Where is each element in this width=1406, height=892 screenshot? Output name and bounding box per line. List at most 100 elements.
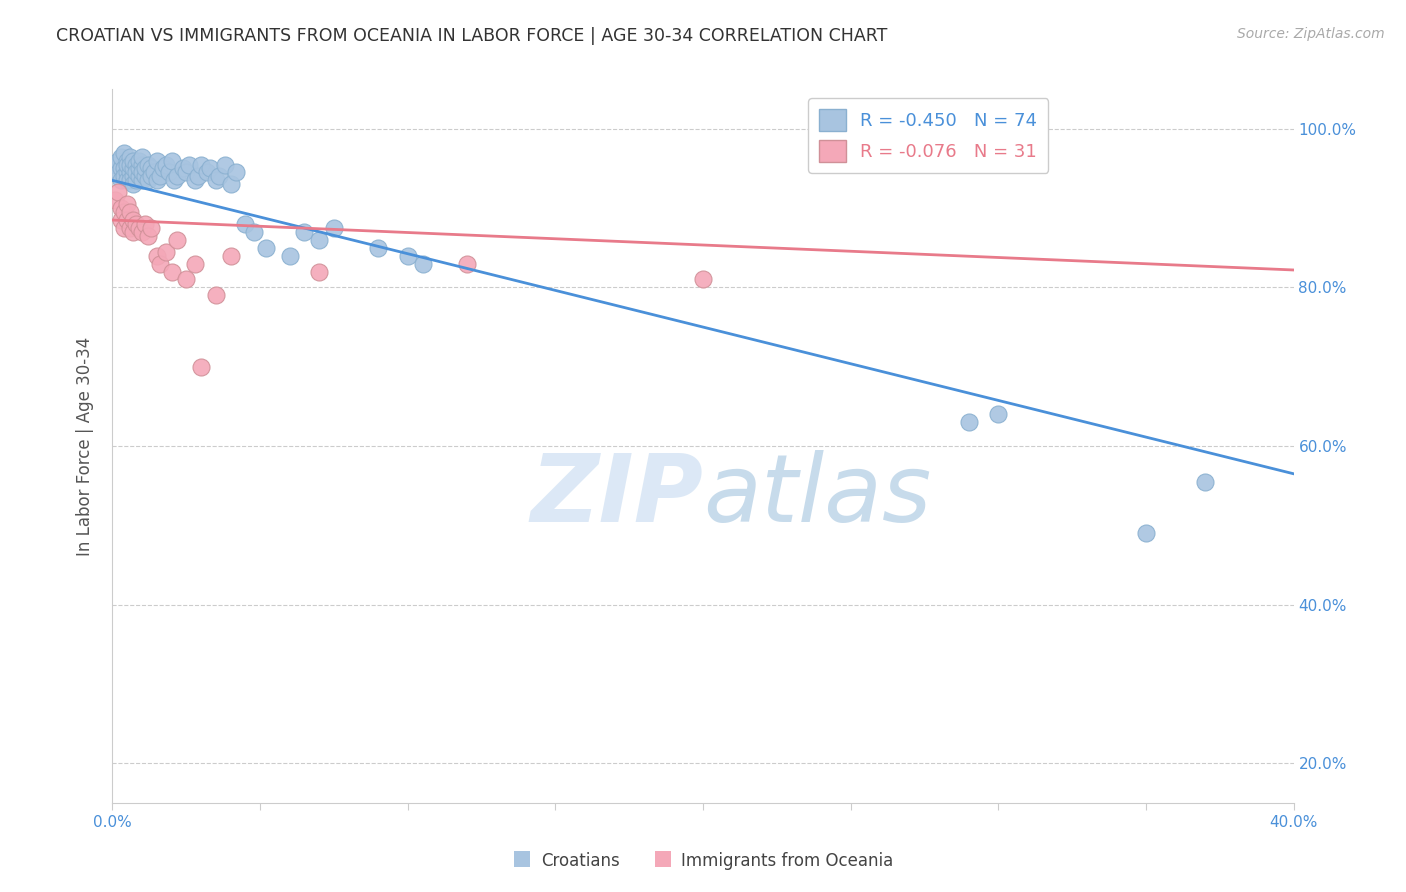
- Point: [278, 249, 301, 263]
- Point: [184, 257, 207, 271]
- Point: [139, 221, 162, 235]
- Point: [198, 161, 221, 176]
- Point: [136, 173, 159, 187]
- Point: [125, 165, 148, 179]
- Point: [107, 186, 129, 200]
- Point: [131, 165, 153, 179]
- Point: [134, 169, 156, 184]
- Point: [120, 157, 142, 171]
- Point: [214, 157, 236, 171]
- Point: [957, 415, 980, 429]
- Point: [146, 153, 169, 168]
- Point: [233, 217, 256, 231]
- Point: [110, 161, 132, 176]
- Point: [112, 169, 135, 184]
- Point: [187, 169, 209, 184]
- Point: [155, 157, 177, 171]
- Point: [146, 173, 169, 187]
- Legend: Croatians, Immigrants from Oceania: Croatians, Immigrants from Oceania: [506, 845, 900, 877]
- Point: [128, 221, 150, 235]
- Point: [122, 153, 145, 168]
- Point: [122, 161, 145, 176]
- Point: [411, 257, 433, 271]
- Point: [112, 161, 135, 176]
- Point: [179, 157, 201, 171]
- Point: [166, 169, 188, 184]
- Point: [195, 165, 218, 179]
- Point: [396, 249, 419, 263]
- Point: [117, 173, 138, 187]
- Point: [112, 221, 135, 235]
- Text: Source: ZipAtlas.com: Source: ZipAtlas.com: [1237, 27, 1385, 41]
- Point: [128, 161, 150, 176]
- Point: [174, 165, 197, 179]
- Point: [122, 169, 145, 184]
- Point: [323, 221, 346, 235]
- Point: [131, 157, 153, 171]
- Point: [128, 153, 150, 168]
- Point: [225, 165, 247, 179]
- Point: [146, 249, 169, 263]
- Point: [107, 153, 129, 168]
- Point: [139, 161, 162, 176]
- Point: [107, 165, 129, 179]
- Point: [122, 213, 145, 227]
- Point: [1194, 475, 1216, 489]
- Point: [136, 228, 159, 243]
- Point: [134, 217, 156, 231]
- Point: [1135, 526, 1157, 541]
- Point: [308, 264, 330, 278]
- Point: [120, 205, 142, 219]
- Point: [205, 173, 228, 187]
- Point: [110, 173, 132, 187]
- Point: [120, 173, 142, 187]
- Point: [125, 157, 148, 171]
- Point: [122, 225, 145, 239]
- Point: [208, 169, 231, 184]
- Point: [163, 173, 186, 187]
- Point: [110, 213, 132, 227]
- Point: [131, 225, 153, 239]
- Point: [142, 165, 165, 179]
- Point: [120, 165, 142, 179]
- Point: [152, 161, 174, 176]
- Text: atlas: atlas: [703, 450, 931, 541]
- Y-axis label: In Labor Force | Age 30-34: In Labor Force | Age 30-34: [76, 336, 94, 556]
- Point: [117, 165, 138, 179]
- Point: [120, 221, 142, 235]
- Point: [243, 225, 266, 239]
- Point: [139, 169, 162, 184]
- Point: [117, 213, 138, 227]
- Point: [125, 173, 148, 187]
- Point: [112, 205, 135, 219]
- Point: [184, 173, 207, 187]
- Point: [174, 272, 197, 286]
- Point: [987, 407, 1010, 421]
- Point: [292, 225, 315, 239]
- Point: [120, 150, 142, 164]
- Point: [157, 165, 180, 179]
- Point: [104, 193, 127, 207]
- Point: [110, 150, 132, 164]
- Point: [117, 153, 138, 168]
- Point: [128, 169, 150, 184]
- Point: [149, 257, 172, 271]
- Point: [456, 257, 478, 271]
- Point: [205, 288, 228, 302]
- Point: [219, 178, 242, 192]
- Point: [110, 201, 132, 215]
- Point: [308, 233, 330, 247]
- Point: [117, 197, 138, 211]
- Point: [160, 264, 183, 278]
- Point: [149, 169, 172, 184]
- Point: [131, 173, 153, 187]
- Point: [254, 241, 277, 255]
- Point: [117, 157, 138, 171]
- Point: [104, 157, 127, 171]
- Point: [112, 145, 135, 160]
- Point: [136, 157, 159, 171]
- Point: [160, 153, 183, 168]
- Point: [190, 157, 212, 171]
- Point: [122, 178, 145, 192]
- Point: [190, 359, 212, 374]
